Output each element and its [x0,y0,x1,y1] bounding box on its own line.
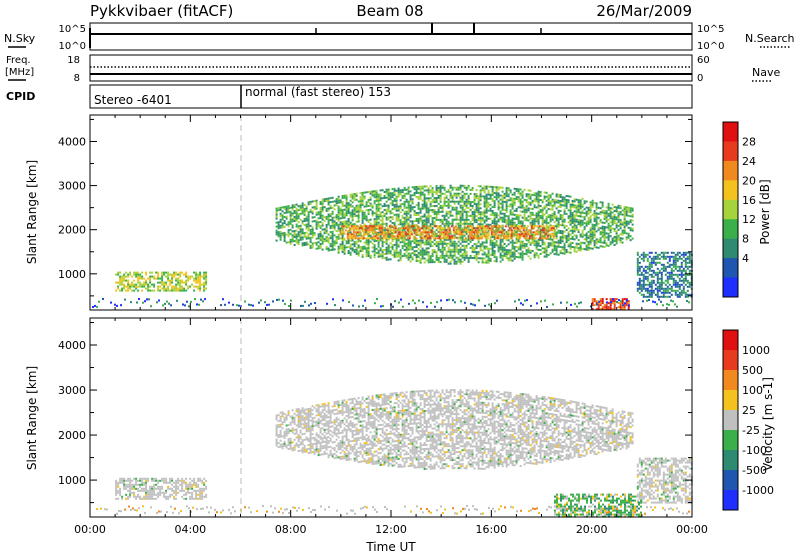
colorbar-cell [723,199,738,220]
ytick-label: 3000 [58,384,86,397]
colorbar-cell [723,490,738,511]
power-colorbar: 28 24 20 16 12 8 4 Power [dB] [722,121,772,298]
beam-label: Beam 08 [356,2,423,20]
echo-region-main-arc [275,184,634,265]
power-yticks: 1000 2000 3000 4000 [58,118,692,297]
colorbar-cell [723,330,738,351]
colorbar-tick: 25 [742,404,756,417]
xtick-label: 20:00 [576,523,608,536]
nsky-tick-bottom: 10^0 [59,41,86,52]
colorbar-cell [723,180,738,201]
ytick-label: 2000 [58,224,86,237]
colorbar-cell [723,160,738,181]
nsearch-tick-bottom: 10^0 [697,41,724,52]
cpid-label: CPID [6,90,35,103]
colorbar-tick: 24 [742,155,756,168]
freq-strip: Freq. [MHz] 18 8 60 0 Nave [5,54,780,84]
colorbar-tick: 20 [742,174,756,187]
colorbar-cell [723,430,738,451]
freq-label-2: [MHz] [5,67,34,78]
colorbar-frame [722,329,739,511]
colorbar-cell [723,410,738,431]
ytick-label: 3000 [58,180,86,193]
colorbar-tick: 1000 [742,344,770,357]
velocity-xticks: 00:00 04:00 08:00 12:00 16:00 20:00 00:00 [74,318,708,536]
colorbar-cell [723,238,738,259]
ytick-label: 4000 [58,135,86,148]
ytick-label: 1000 [58,268,86,281]
freq-tick-top: 18 [67,55,80,66]
colorbar-tick: -500 [742,464,767,477]
colorbar-tick: 12 [742,213,756,226]
echo-region-late-echoes [636,251,693,298]
xtick-label: 08:00 [275,523,307,536]
ytick-label: 4000 [58,339,86,352]
xtick-label: 00:00 [74,523,106,536]
xtick-label: 12:00 [375,523,407,536]
xtick-label: 04:00 [174,523,206,536]
freq-tick-bottom: 8 [74,73,80,84]
colorbar-cell [723,122,738,142]
cpid-mode-1: Stereo -6401 [94,93,172,107]
echo-region-near-range-positive [554,493,642,518]
nsky-tick-top: 10^5 [59,24,86,35]
colorbar-cell [723,141,738,162]
nsky-label: N.Sky [4,32,36,45]
near-range-speckle [92,298,690,308]
power-xticks [89,115,693,310]
xtick-label: 16:00 [475,523,507,536]
cpid-strip: CPID Stereo -6401 normal (fast stereo) 1… [6,84,693,109]
colorbar-cell [723,470,738,491]
nsearch-tick-top: 10^5 [697,24,724,35]
ytick-label: 1000 [58,474,86,487]
colorbar-tick: 4 [742,252,749,265]
power-echoes [92,184,693,311]
power-colorbar-label: Power [dB] [758,179,772,244]
nave-tick-bottom: 0 [697,73,703,84]
colorbar-tick: -100 [742,444,767,457]
echo-region-arc-core [340,225,555,240]
velocity-colorbar-label: Velocity [m s-1] [761,377,775,471]
velocity-echoes [96,389,693,518]
nsearch-label: N.Search [745,32,795,45]
nave-tick-top: 60 [697,55,710,66]
power-ylabel: Slant Range [km] [25,160,39,264]
freq-label-1: Freq. [6,55,31,66]
power-panel: 1000 2000 3000 4000 Slant Range [km] [25,114,693,311]
colorbar-tick: 16 [742,194,756,207]
echo-region-near-range-hot [591,298,630,311]
colorbar-tick: 28 [742,135,756,148]
colorbar-cell [723,390,738,411]
echo-region-main-arc [275,389,634,470]
date-label: 26/Mar/2009 [596,2,692,20]
colorbar-cell [723,450,738,471]
velocity-ylabel: Slant Range [km] [25,366,39,470]
echo-region-early-block [115,477,208,500]
xtick-label: 00:00 [676,523,708,536]
colorbar-cell [723,350,738,371]
radar-title: Pykkvibaer (fitACF) [90,2,233,20]
nave-label: Nave [752,66,780,79]
echo-region-early-block [115,271,208,292]
colorbar-cell [723,277,738,298]
velocity-panel: 1000 2000 3000 4000 00:00 04:00 08:00 12:00 16:… [25,317,708,554]
colorbar-cell [723,370,738,391]
time-axis-label: Time UT [365,540,416,554]
velocity-yticks: 1000 2000 3000 4000 [58,322,692,504]
ytick-label: 2000 [58,429,86,442]
velocity-colorbar: 1000 500 100 25 -25 -100 -500 -1000 Velocity [m… [722,329,775,511]
colorbar-tick: -25 [742,424,760,437]
echo-region-late-echoes [636,457,693,504]
nsky-strip: N.Sky 10^5 10^0 10^5 10^0 N.Search [4,22,795,52]
colorbar-tick: -1000 [742,484,774,497]
colorbar-tick: 8 [742,233,749,246]
colorbar-tick: 100 [742,384,763,397]
colorbar-cell [723,258,738,279]
colorbar-cell [723,219,738,240]
colorbar-frame [722,121,739,298]
colorbar-tick: 500 [742,364,763,377]
cpid-mode-2: normal (fast stereo) 153 [245,85,391,99]
